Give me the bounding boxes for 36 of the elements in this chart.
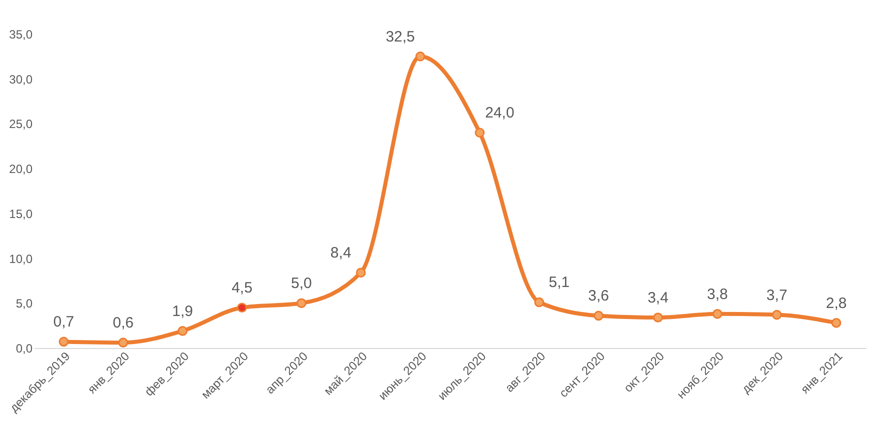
- y-tick-label: 15,0: [9, 206, 33, 221]
- data-label: 5,1: [548, 274, 570, 292]
- data-label: 24,0: [485, 104, 514, 122]
- data-label: 2,8: [826, 294, 847, 312]
- data-label: 32,5: [386, 28, 415, 46]
- point: [118, 338, 128, 348]
- point: [594, 310, 604, 321]
- point: [772, 310, 782, 320]
- y-tick-label: 35,0: [9, 28, 33, 42]
- point: [178, 326, 188, 336]
- point: [534, 297, 544, 308]
- y-tick-label: 5,0: [16, 296, 33, 311]
- point: [415, 52, 426, 62]
- data-label: 4,5: [232, 280, 252, 297]
- data-label: 3,8: [707, 286, 728, 303]
- data-label: 3,4: [648, 289, 668, 306]
- point: [653, 312, 663, 322]
- data-label: 0,6: [112, 314, 134, 332]
- point: [712, 308, 722, 319]
- data-label: 8,4: [330, 244, 352, 262]
- point: [296, 298, 306, 308]
- point: [831, 318, 842, 328]
- point: [356, 268, 366, 278]
- point: [474, 128, 485, 138]
- y-tick-label: 10,0: [9, 252, 33, 266]
- y-tick-label: 0,0: [16, 342, 33, 356]
- data-label: 5,0: [291, 275, 312, 292]
- data-label: 3,6: [588, 288, 609, 305]
- point: [237, 302, 247, 313]
- y-tick-label: 25,0: [9, 117, 33, 132]
- data-label: 0,7: [53, 314, 74, 331]
- data-label: 3,7: [766, 286, 788, 304]
- point: [58, 336, 69, 347]
- y-tick-label: 20,0: [9, 162, 33, 176]
- data-label: 1,9: [172, 302, 193, 320]
- y-tick-label: 30,0: [9, 72, 33, 86]
